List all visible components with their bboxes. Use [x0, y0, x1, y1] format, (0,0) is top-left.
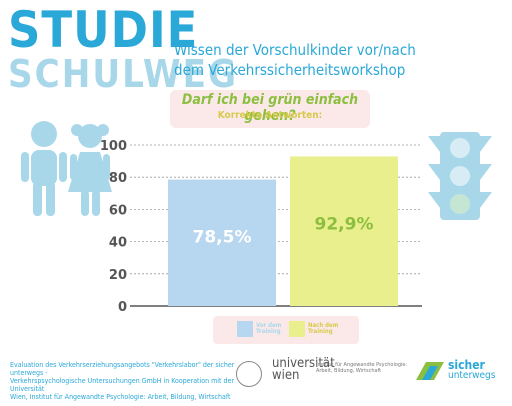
partner-name: sicher: [448, 358, 485, 372]
subtitle-line-1: Wissen der Vorschulkinder vor/nach: [174, 41, 416, 59]
bar-value-label: 78,5%: [193, 227, 252, 247]
brand-title: STUDIE: [8, 1, 199, 59]
legend-swatch-before: [237, 321, 253, 337]
university-logo: universität wien: [272, 356, 335, 383]
y-tick-label: 60: [109, 203, 127, 218]
legend-swatch-after: [289, 321, 305, 337]
bar-1: [168, 179, 276, 306]
answers-label: Korrekte Antworten:: [217, 110, 323, 121]
chart-subtitle: Wissen der Vorschulkinder vor/nach dem V…: [174, 40, 504, 80]
bar-value-label: 92,9%: [315, 215, 374, 235]
children-icon: [21, 121, 112, 216]
question-box: [170, 90, 370, 128]
legend-label-after: Nach dem Training: [308, 322, 339, 335]
y-tick-label: 40: [109, 236, 127, 251]
bar-2: [290, 156, 398, 306]
question-text: Darf ich bei grün einfach gehen?: [181, 92, 359, 124]
legend-label-before: Vor dem Training: [256, 322, 282, 335]
y-tick-label: 0: [118, 300, 127, 315]
y-tick-label: 80: [109, 171, 127, 186]
brand-subtitle: SCHULWEG: [8, 52, 239, 96]
partner-logo-icon: [416, 362, 444, 380]
institute-name: Institut für Angewandte Psychologie: Arb…: [316, 362, 408, 374]
university-seal-icon: [236, 361, 262, 387]
traffic-light-icon: [428, 132, 492, 220]
subtitle-line-2: dem Verkehrssicherheitsworkshop: [174, 61, 406, 79]
footer-note: Evaluation des Verkehrserziehungsangebot…: [10, 361, 235, 401]
y-tick-label: 20: [109, 268, 127, 283]
y-tick-label: 100: [100, 139, 127, 154]
partner-name-2: unterwegs: [448, 370, 496, 381]
